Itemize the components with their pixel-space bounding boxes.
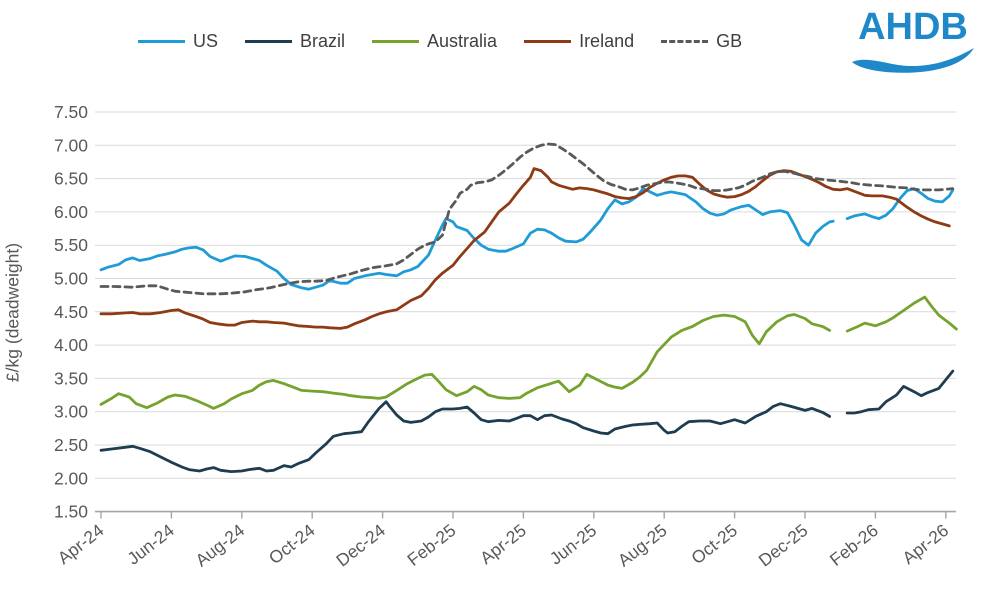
- y-tick-label: 6.00: [54, 202, 88, 222]
- y-tick-label: 1.50: [54, 502, 88, 522]
- legend-label: Australia: [427, 31, 498, 51]
- legend-item-ireland: Ireland: [524, 32, 634, 50]
- y-tick-label: 7.50: [54, 102, 88, 122]
- x-tick-label: Jun-25: [546, 520, 600, 569]
- series-line-ireland: [99, 167, 951, 330]
- x-tick-label: Jun-24: [123, 520, 178, 569]
- chart-legend: US Brazil Australia Ireland GB: [138, 28, 742, 54]
- series-line-gb: [99, 142, 955, 296]
- legend-swatch-ireland: [524, 39, 572, 43]
- series-line-brazil: [99, 369, 955, 473]
- y-tick-label: 2.50: [54, 435, 88, 455]
- legend-swatch-australia: [372, 39, 420, 43]
- legend-swatch-gb: [661, 39, 709, 43]
- y-tick-label: 3.00: [54, 402, 88, 422]
- legend-label: US: [193, 31, 219, 51]
- x-tick-label: Feb-25: [403, 520, 459, 570]
- ahdb-logo-swoosh-icon: [852, 48, 974, 73]
- series-line-us: [99, 187, 955, 291]
- x-tick-label: Aug-25: [614, 520, 671, 571]
- ahdb-logo: AHDB: [848, 8, 978, 74]
- y-tick-label: 6.50: [54, 169, 88, 189]
- legend-label: Brazil: [300, 31, 346, 51]
- legend-item-us: US: [138, 32, 218, 50]
- x-tick-label: Apr-26: [899, 520, 953, 568]
- legend-swatch-brazil: [245, 39, 293, 43]
- legend-swatch-us: [138, 39, 185, 43]
- legend-label: Ireland: [579, 31, 635, 51]
- y-tick-label: 4.00: [54, 335, 88, 355]
- x-tick-label: Apr-24: [54, 520, 108, 568]
- x-tick-label: Dec-25: [755, 520, 812, 570]
- y-tick-label: 5.00: [54, 269, 88, 289]
- x-tick-label: Oct-24: [265, 520, 319, 568]
- ahdb-logo-text: AHDB: [858, 6, 968, 48]
- series-line-australia: [99, 295, 958, 410]
- x-tick-label: Dec-24: [332, 520, 389, 571]
- legend-item-australia: Australia: [372, 32, 497, 50]
- y-tick-label: 7.00: [54, 135, 88, 155]
- legend-item-gb: GB: [661, 32, 742, 50]
- x-tick-label: Oct-25: [687, 520, 741, 568]
- y-tick-label: 3.50: [54, 368, 88, 388]
- y-tick-label: 2.00: [54, 468, 88, 488]
- legend-item-brazil: Brazil: [245, 32, 345, 50]
- legend-label: GB: [716, 31, 743, 51]
- y-tick-label: 5.50: [54, 235, 88, 255]
- x-tick-label: Aug-24: [191, 520, 248, 571]
- x-tick-label: Apr-25: [476, 520, 530, 568]
- x-tick-label: Feb-26: [826, 520, 882, 570]
- y-tick-label: 4.50: [54, 302, 88, 322]
